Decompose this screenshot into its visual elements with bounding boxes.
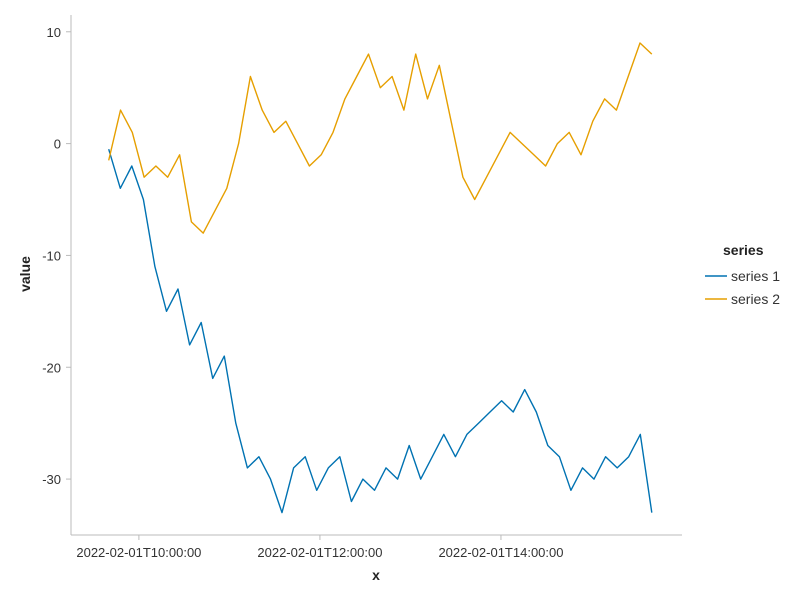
y-tick-label: 0 — [54, 137, 61, 152]
y-tick-label: -10 — [42, 248, 61, 263]
series-line-1 — [108, 149, 653, 514]
x-tick-label: 2022-02-01T10:00:00 — [76, 545, 201, 560]
x-axis: 2022-02-01T10:00:00 2022-02-01T12:00:00 20… — [71, 534, 682, 560]
x-tick-label: 2022-02-01T12:00:00 — [257, 545, 382, 560]
x-axis-title: x — [372, 567, 380, 583]
legend-label-series-2: series 2 — [731, 291, 780, 307]
plot-area — [108, 42, 653, 514]
legend-label-series-1: series 1 — [731, 268, 780, 284]
legend-title: series — [723, 242, 764, 258]
y-axis-title: value — [17, 256, 33, 292]
y-axis: 10 0 -10 -20 -30 — [42, 15, 72, 535]
y-tick-label: 10 — [47, 25, 61, 40]
x-tick-label: 2022-02-01T14:00:00 — [438, 545, 563, 560]
y-tick-label: -20 — [42, 360, 61, 375]
legend: series series 1 series 2 — [705, 242, 780, 307]
y-tick-label: -30 — [42, 472, 61, 487]
series-line-2 — [108, 42, 653, 234]
